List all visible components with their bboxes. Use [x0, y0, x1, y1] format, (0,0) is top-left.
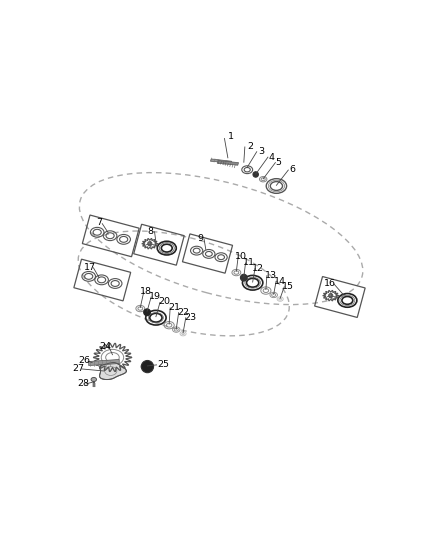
Text: 8: 8	[148, 227, 153, 236]
Circle shape	[328, 294, 333, 297]
Text: 28: 28	[77, 379, 89, 388]
Text: 14: 14	[274, 277, 286, 286]
Circle shape	[141, 360, 154, 373]
Text: 5: 5	[276, 158, 282, 167]
Ellipse shape	[91, 377, 96, 382]
Text: 12: 12	[252, 264, 265, 273]
Text: 11: 11	[243, 258, 255, 267]
Circle shape	[253, 172, 258, 177]
Text: 23: 23	[184, 313, 197, 322]
Text: 10: 10	[235, 252, 247, 261]
Text: 2: 2	[247, 142, 253, 151]
Text: 18: 18	[140, 287, 152, 296]
Text: 26: 26	[79, 357, 91, 365]
Text: 25: 25	[157, 360, 170, 369]
Text: 15: 15	[283, 282, 294, 292]
Text: 1: 1	[228, 132, 234, 141]
Text: 20: 20	[158, 297, 170, 306]
Text: 21: 21	[168, 303, 180, 312]
Text: 7: 7	[96, 218, 102, 227]
Text: 3: 3	[258, 147, 264, 156]
Circle shape	[240, 274, 247, 281]
Polygon shape	[211, 159, 232, 163]
Text: 16: 16	[325, 279, 336, 288]
Polygon shape	[99, 362, 127, 379]
Text: 13: 13	[265, 271, 277, 280]
Text: 27: 27	[73, 364, 85, 373]
Circle shape	[144, 309, 151, 316]
Circle shape	[148, 241, 152, 246]
Text: 17: 17	[85, 263, 96, 272]
Polygon shape	[217, 160, 239, 165]
Text: 6: 6	[290, 165, 295, 174]
Text: 24: 24	[99, 342, 111, 351]
Text: 9: 9	[198, 234, 204, 243]
Text: 4: 4	[268, 152, 274, 161]
Text: 19: 19	[149, 292, 161, 301]
Text: 22: 22	[177, 308, 189, 317]
Polygon shape	[88, 359, 119, 366]
